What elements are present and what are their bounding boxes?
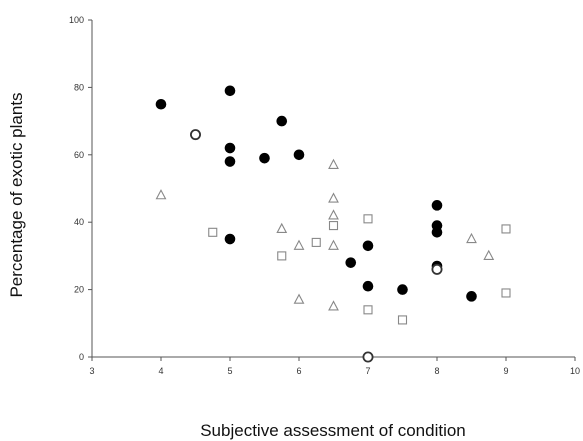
x-tick-label: 5: [227, 366, 232, 376]
filled-circle-point: [345, 257, 357, 268]
open-square-point: [208, 227, 218, 237]
open-triangle-point: [483, 249, 495, 260]
ticks: 0 20 40 60 80 100 3 4 5 6 7 8 9 10: [69, 15, 580, 376]
filled-circle-point: [224, 142, 236, 154]
x-tick-label: 6: [296, 366, 301, 376]
open-square-point: [397, 315, 408, 325]
y-tick-label: 100: [69, 15, 84, 25]
open-triangle-point: [276, 222, 288, 233]
open-triangle-point: [466, 232, 477, 244]
x-tick-label: 4: [158, 366, 163, 376]
open-square-point: [363, 305, 373, 315]
x-tick-label: 10: [570, 366, 580, 376]
open-square-point: [363, 214, 373, 224]
open-square-point: [328, 221, 339, 231]
open-triangle-point: [155, 189, 167, 200]
filled-circle-point: [431, 227, 443, 238]
filled-circle-point: [224, 233, 236, 245]
filled-circle-point: [466, 291, 477, 302]
filled-circle-point: [276, 115, 288, 127]
open-triangle-point: [328, 239, 339, 250]
filled-circle-point: [259, 152, 270, 164]
open-circle-point: [189, 129, 201, 141]
open-triangle-point: [293, 293, 305, 304]
y-tick-label: 60: [74, 150, 84, 160]
open-circle-point: [362, 351, 374, 363]
y-axis-title: Percentage of exotic plants: [7, 92, 26, 297]
open-square-point: [501, 288, 511, 298]
filled-circle-point: [224, 156, 236, 167]
filled-circle-point: [362, 240, 374, 252]
x-axis-title: Subjective assessment of condition: [200, 421, 466, 440]
x-tick-label: 3: [89, 366, 94, 376]
filled-circle-point: [362, 280, 374, 292]
y-tick-label: 80: [74, 82, 84, 92]
open-triangle-point: [328, 209, 339, 220]
open-circle-point: [431, 263, 443, 275]
open-triangle-point: [328, 300, 339, 311]
x-tick-label: 8: [434, 366, 439, 376]
y-tick-label: 40: [74, 217, 84, 227]
y-tick-label: 0: [79, 352, 84, 362]
data-points: [155, 85, 511, 363]
filled-circle-point: [293, 149, 305, 161]
x-tick-label: 9: [503, 366, 508, 376]
open-triangle-point: [293, 239, 305, 250]
open-triangle-point: [328, 158, 339, 169]
open-square-point: [277, 251, 287, 261]
filled-circle-point: [224, 85, 236, 97]
open-square-point: [311, 237, 321, 247]
x-tick-label: 7: [365, 366, 370, 376]
open-triangle-point: [328, 192, 339, 203]
filled-circle-point: [155, 98, 167, 110]
filled-circle-point: [397, 284, 408, 295]
open-square-point: [501, 224, 511, 234]
axes: [91, 20, 575, 358]
filled-circle-point: [431, 200, 443, 211]
y-tick-label: 20: [74, 285, 84, 295]
